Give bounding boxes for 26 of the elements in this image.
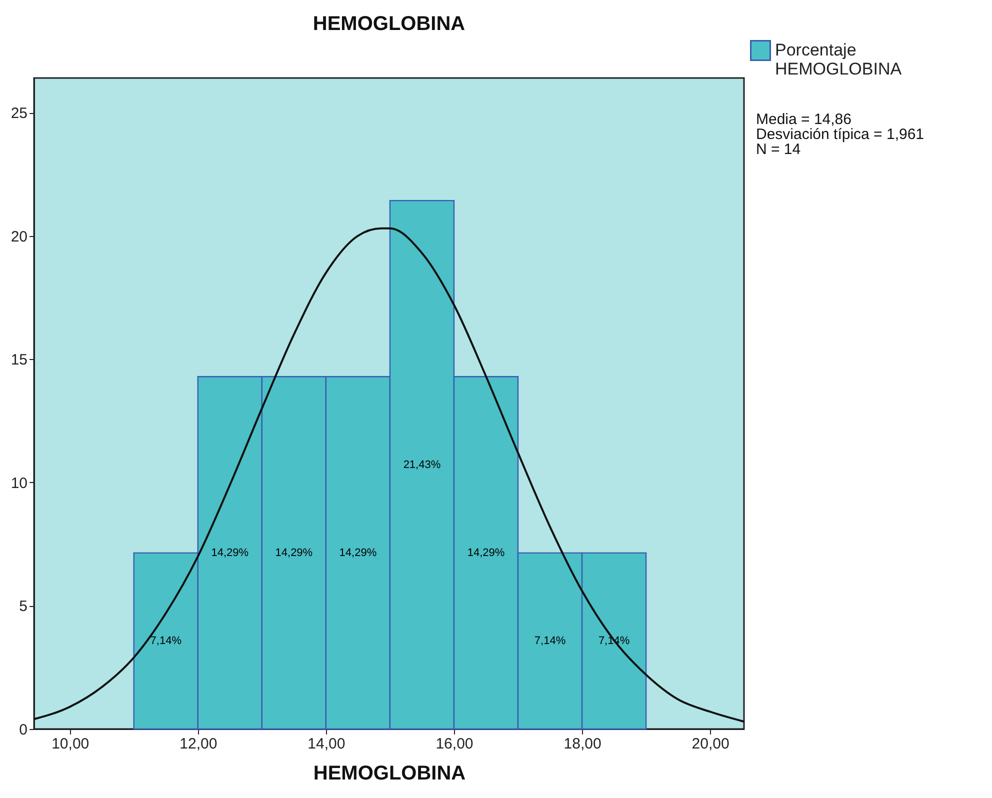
data-label: 7,14%	[534, 634, 566, 647]
x-tick-label: 20,00	[692, 736, 730, 752]
text: Media = 14,86	[756, 111, 852, 128]
data-label: 7,14%	[150, 634, 182, 647]
line-series	[33, 227, 745, 723]
data-label: 21,43%	[403, 458, 441, 471]
x-tick-label: 10,00	[52, 736, 90, 752]
x-tick-label: 18,00	[564, 736, 602, 752]
x-tick-label: 12,00	[180, 736, 218, 752]
data-label: 14,29%	[275, 546, 313, 559]
chart-title: HEMOGLOBINA	[312, 13, 466, 35]
y-tick-label: 0	[19, 722, 28, 738]
legend-label: Porcentaje HEMOGLOBINA	[775, 40, 902, 78]
x-axis-title: HEMOGLOBINA	[313, 762, 466, 784]
data-label: 14,29%	[467, 546, 505, 559]
y-tick-label: 25	[10, 105, 28, 122]
x-tick-label: 16,00	[436, 736, 474, 752]
data-label: 14,29%	[339, 546, 377, 559]
y-tick-label: 15	[10, 352, 28, 369]
text: N = 14	[756, 141, 801, 158]
y-tick-label: 10	[10, 474, 28, 492]
y-tick-label: 5	[19, 598, 28, 616]
y-tick-label: 20	[10, 228, 28, 246]
x-tick-label: 14,00	[308, 736, 346, 752]
text: Desviación típica = 1,961	[756, 126, 924, 143]
data-label: 14,29%	[211, 546, 249, 559]
